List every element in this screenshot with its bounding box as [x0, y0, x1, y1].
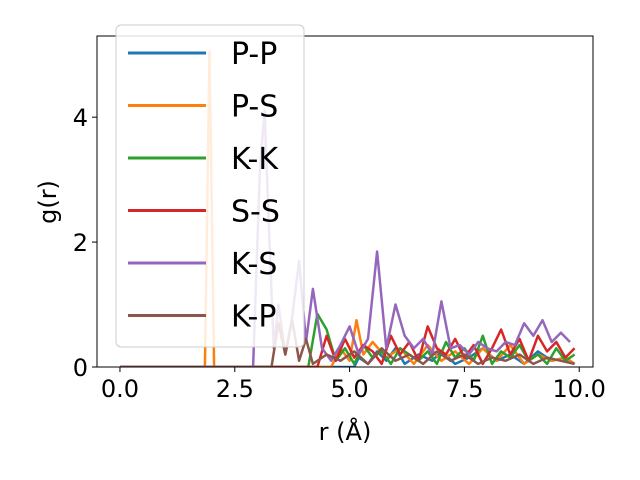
x-tick-label: 2.5	[216, 375, 254, 403]
legend: P-P P-S K-K S-S K-S K-P	[115, 24, 305, 348]
y-axis-label: g(r)	[34, 180, 62, 224]
x-tick-label: 5.0	[331, 375, 369, 403]
legend-label: P-P	[231, 37, 277, 72]
x-axis-label: r (Å)	[319, 417, 372, 446]
legend-label: P-S	[231, 90, 278, 125]
legend-label: K-S	[231, 247, 277, 282]
legend-label: S-S	[231, 195, 280, 230]
x-axis: 0.0 2.5 5.0 7.5 10.0	[101, 367, 606, 403]
y-tick-label: 2	[73, 229, 88, 257]
plot-frame	[96, 35, 594, 368]
x-tick-label: 10.0	[553, 375, 606, 403]
legend-label: K-P	[231, 300, 276, 335]
x-tick-label: 7.5	[445, 375, 483, 403]
series-line-s-s	[120, 325, 576, 367]
y-tick-label: 0	[73, 354, 88, 382]
legend-label: K-K	[231, 142, 279, 177]
y-tick-label: 4	[73, 104, 88, 132]
x-tick-label: 0.0	[101, 375, 139, 403]
y-axis: 0 2 4	[73, 104, 97, 382]
